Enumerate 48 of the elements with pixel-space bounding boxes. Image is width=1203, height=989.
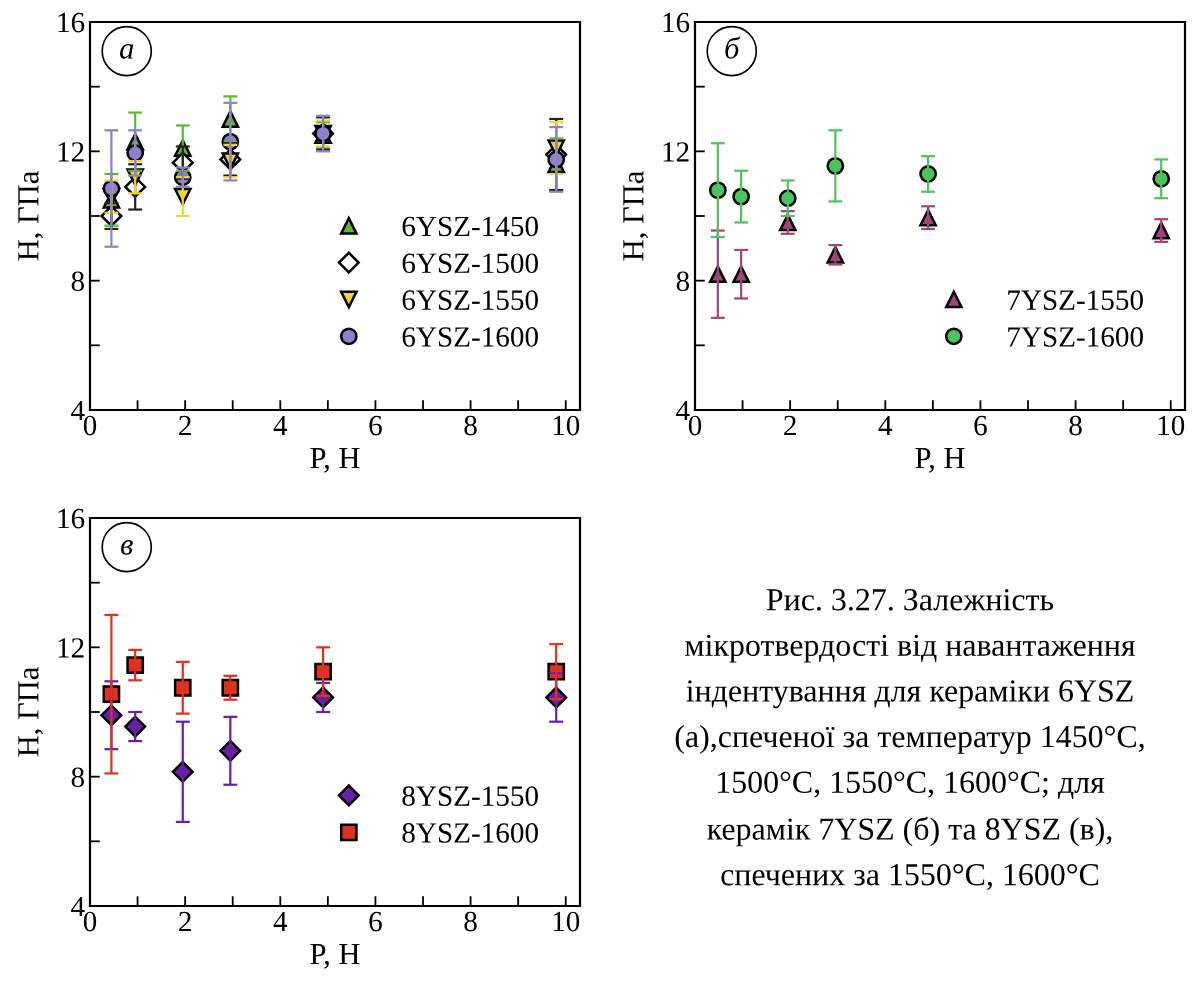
x-tick-label: 0	[83, 415, 97, 436]
x-tick-label: 8	[464, 911, 477, 932]
annotation: а	[120, 44, 134, 59]
legend-label: 6YSZ-1450	[402, 216, 538, 237]
y-tick-label: 4	[71, 896, 85, 917]
legend-label: 7YSZ-1600	[1008, 327, 1143, 347]
y-tick-label: 12	[58, 638, 84, 658]
legend-label: 6YSZ-1550	[402, 290, 538, 310]
legend-label: 7YSZ-1550	[1008, 290, 1143, 310]
x-tick-label: 8	[1069, 415, 1082, 436]
x-tick-label: 10	[1158, 415, 1185, 436]
x-tick-label: 2	[179, 911, 191, 932]
annotation: в	[121, 540, 133, 555]
y-tick-label: 8	[71, 767, 85, 788]
y-tick-label: 16	[663, 12, 690, 33]
y-tick-label: 16	[58, 508, 85, 529]
y-tick-label: 8	[71, 271, 85, 292]
y-tick-label: 16	[58, 12, 85, 33]
y-tick-label: 12	[663, 142, 689, 162]
y-axis-title: H, ГПа	[623, 171, 649, 261]
y-tick-label: 4	[676, 400, 690, 421]
x-tick-label: 4	[878, 415, 893, 436]
legend-label: 6YSZ-1600	[402, 327, 538, 347]
text: Рис. 3.27. Залежність мікротвердості від навантаження індентування для кераміки 6YSZ (а),спеченої за температур 1450°C, 1500°C, 1550°C, 1600°C; для керамік 7YSZ (б) та 8YSZ (в), спечених за 1550°C, 1600°C	[675, 589, 1144, 891]
x-tick-label: 4	[273, 911, 288, 932]
x-tick-label: 6	[369, 911, 382, 932]
y-axis-title: H, ГПа	[18, 667, 44, 757]
y-tick-label: 4	[71, 400, 85, 421]
legend-label: 8YSZ-1550	[402, 786, 538, 806]
y-tick-label: 8	[676, 271, 690, 292]
x-tick-label: 4	[273, 415, 288, 436]
x-axis-title: P, Н	[310, 448, 360, 473]
x-axis-title: P, Н	[310, 944, 360, 969]
annotation: б	[725, 36, 741, 59]
x-tick-label: 0	[688, 415, 702, 436]
x-tick-label: 2	[179, 415, 191, 436]
x-tick-label: 2	[784, 415, 796, 436]
y-tick-label: 12	[58, 142, 84, 162]
legend-label: 8YSZ-1600	[402, 823, 538, 843]
x-tick-label: 10	[553, 415, 580, 436]
y-axis-title: H, ГПа	[18, 171, 44, 261]
x-tick-label: 6	[369, 415, 382, 436]
x-axis-title: P, Н	[915, 448, 965, 473]
legend-label: 6YSZ-1500	[402, 253, 538, 274]
x-tick-label: 8	[464, 415, 477, 436]
x-tick-label: 10	[553, 911, 580, 932]
x-tick-label: 6	[974, 415, 987, 436]
x-tick-label: 0	[83, 911, 97, 932]
